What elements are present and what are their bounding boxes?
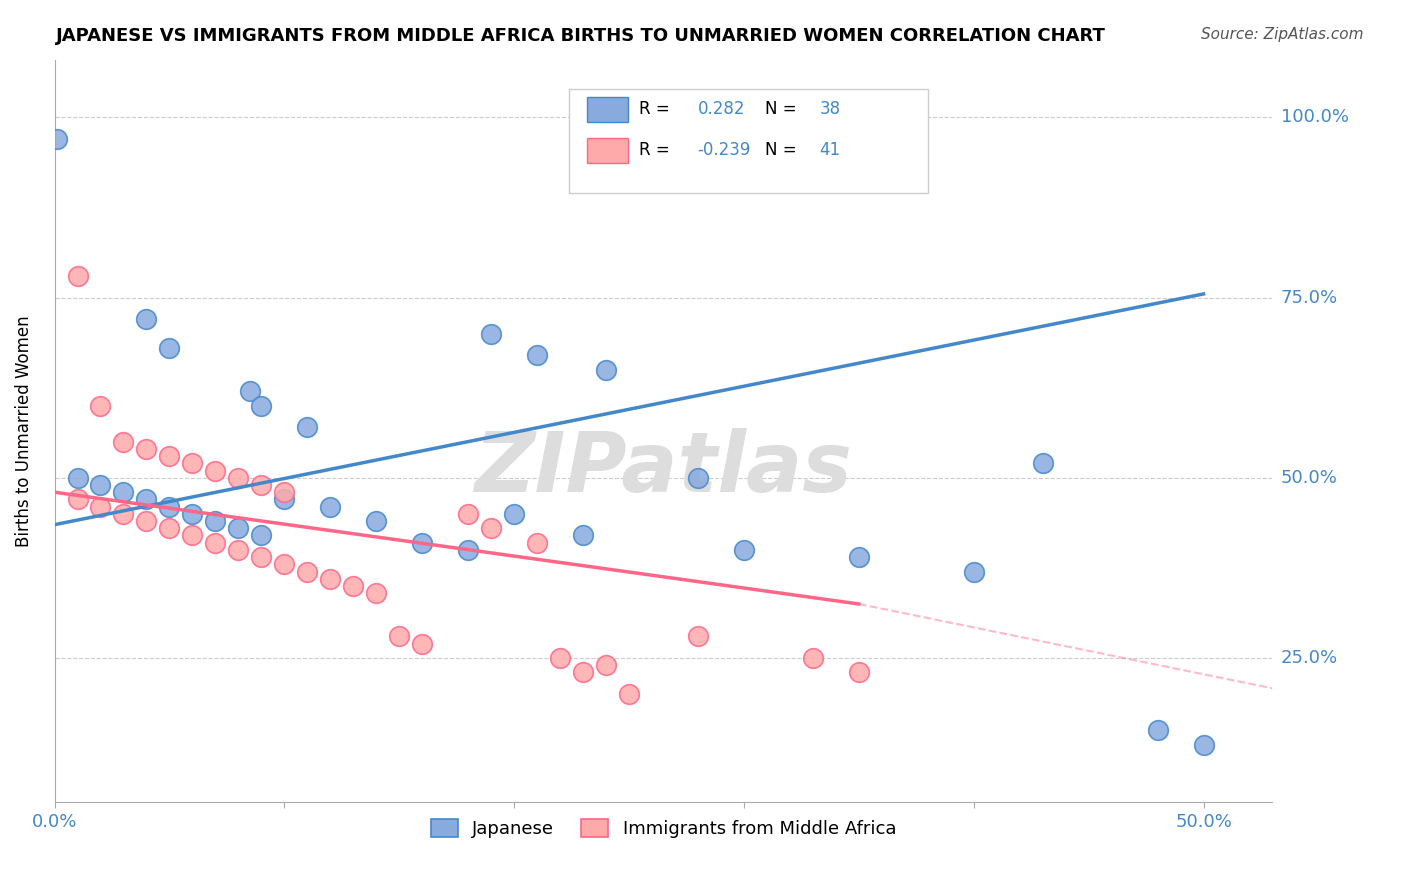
Point bbox=[572, 665, 595, 680]
Point bbox=[66, 268, 89, 283]
Text: N =: N = bbox=[765, 101, 801, 119]
Point bbox=[548, 651, 571, 665]
Text: N =: N = bbox=[765, 141, 801, 159]
Y-axis label: Births to Unmarried Women: Births to Unmarried Women bbox=[15, 315, 32, 547]
Text: ZIPatlas: ZIPatlas bbox=[475, 427, 852, 508]
Point bbox=[963, 565, 986, 579]
Point bbox=[342, 579, 364, 593]
Point bbox=[388, 629, 411, 643]
Point bbox=[411, 637, 433, 651]
Point bbox=[319, 572, 342, 586]
FancyBboxPatch shape bbox=[586, 96, 628, 122]
Point bbox=[848, 550, 870, 565]
Text: 25.0%: 25.0% bbox=[1281, 649, 1339, 667]
Text: JAPANESE VS IMMIGRANTS FROM MIDDLE AFRICA BIRTHS TO UNMARRIED WOMEN CORRELATION : JAPANESE VS IMMIGRANTS FROM MIDDLE AFRIC… bbox=[56, 27, 1107, 45]
Point bbox=[204, 535, 226, 549]
Point bbox=[526, 348, 548, 362]
Point bbox=[801, 651, 824, 665]
Point bbox=[159, 521, 181, 535]
Point bbox=[250, 478, 273, 492]
Point bbox=[273, 492, 295, 507]
Legend: Japanese, Immigrants from Middle Africa: Japanese, Immigrants from Middle Africa bbox=[423, 812, 904, 846]
Point bbox=[135, 514, 157, 528]
Point bbox=[479, 326, 502, 341]
Point bbox=[45, 132, 67, 146]
Point bbox=[181, 456, 204, 470]
Point bbox=[1146, 723, 1168, 738]
Point bbox=[572, 132, 595, 146]
Point bbox=[228, 521, 250, 535]
Text: 0.282: 0.282 bbox=[697, 101, 745, 119]
Point bbox=[273, 558, 295, 572]
Text: 75.0%: 75.0% bbox=[1281, 288, 1339, 307]
Point bbox=[526, 535, 548, 549]
Point bbox=[617, 687, 640, 701]
Point bbox=[595, 362, 617, 376]
Point bbox=[89, 500, 111, 514]
Point bbox=[686, 471, 709, 485]
Point bbox=[479, 521, 502, 535]
Point bbox=[686, 629, 709, 643]
Point bbox=[457, 542, 479, 557]
Point bbox=[228, 542, 250, 557]
Text: R =: R = bbox=[640, 141, 675, 159]
Point bbox=[66, 492, 89, 507]
Point bbox=[181, 528, 204, 542]
Point bbox=[135, 492, 157, 507]
Point bbox=[112, 485, 135, 500]
Point bbox=[503, 507, 526, 521]
Text: R =: R = bbox=[640, 101, 675, 119]
Point bbox=[181, 507, 204, 521]
Point bbox=[250, 550, 273, 565]
Point bbox=[595, 658, 617, 673]
Text: 38: 38 bbox=[820, 101, 841, 119]
Point bbox=[204, 514, 226, 528]
FancyBboxPatch shape bbox=[568, 89, 928, 194]
Point bbox=[159, 449, 181, 463]
Text: 50.0%: 50.0% bbox=[1281, 469, 1337, 487]
Point bbox=[848, 665, 870, 680]
Point bbox=[733, 542, 755, 557]
FancyBboxPatch shape bbox=[586, 137, 628, 163]
Point bbox=[250, 399, 273, 413]
Point bbox=[66, 471, 89, 485]
Point bbox=[411, 535, 433, 549]
Point bbox=[112, 507, 135, 521]
Text: 100.0%: 100.0% bbox=[1281, 108, 1348, 127]
Text: -0.239: -0.239 bbox=[697, 141, 751, 159]
Point bbox=[297, 420, 319, 434]
Point bbox=[1192, 738, 1215, 752]
Point bbox=[366, 514, 388, 528]
Point bbox=[204, 464, 226, 478]
Point bbox=[572, 528, 595, 542]
Point bbox=[112, 434, 135, 449]
Point bbox=[366, 586, 388, 600]
Point bbox=[239, 384, 262, 399]
Point bbox=[457, 507, 479, 521]
Point bbox=[159, 500, 181, 514]
Point bbox=[135, 442, 157, 456]
Point bbox=[89, 478, 111, 492]
Point bbox=[319, 500, 342, 514]
Point bbox=[297, 565, 319, 579]
Point bbox=[159, 341, 181, 355]
Point bbox=[135, 312, 157, 326]
Point bbox=[250, 528, 273, 542]
Text: Source: ZipAtlas.com: Source: ZipAtlas.com bbox=[1201, 27, 1364, 42]
Text: 41: 41 bbox=[820, 141, 841, 159]
Point bbox=[1032, 456, 1054, 470]
Point bbox=[273, 485, 295, 500]
Point bbox=[228, 471, 250, 485]
Point bbox=[89, 399, 111, 413]
